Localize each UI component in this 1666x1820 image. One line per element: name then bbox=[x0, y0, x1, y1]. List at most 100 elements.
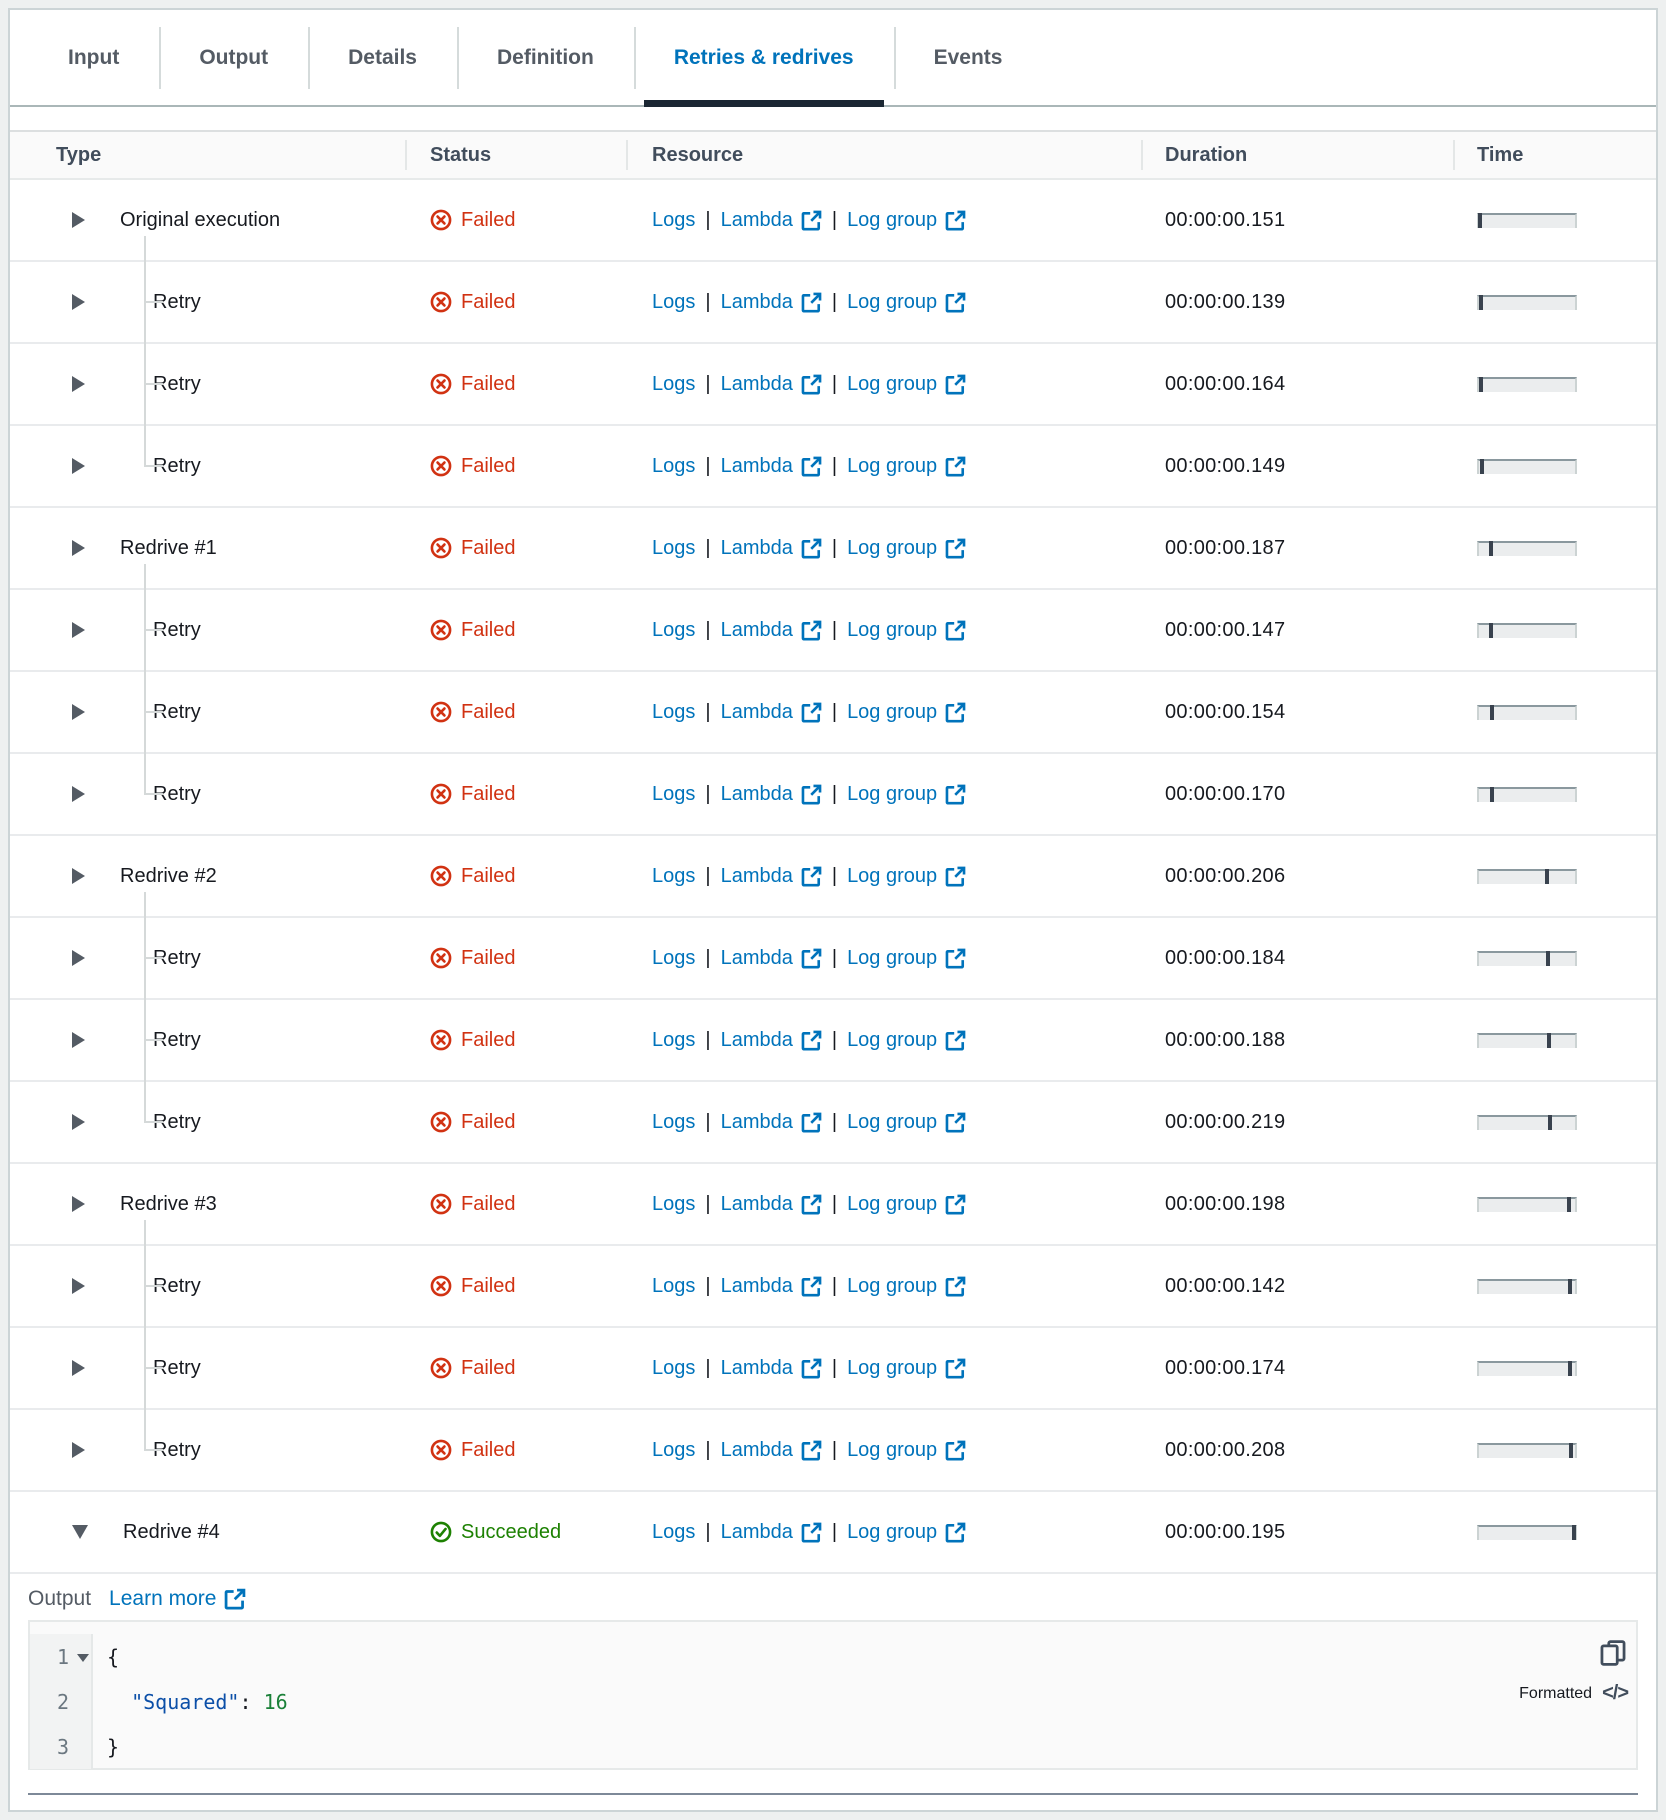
lambda-link[interactable]: Lambda bbox=[721, 291, 822, 314]
external-link-icon bbox=[801, 1358, 822, 1378]
expand-caret-icon[interactable] bbox=[72, 868, 85, 884]
link-separator: | bbox=[705, 1438, 711, 1461]
lambda-link[interactable]: Lambda bbox=[721, 701, 822, 724]
log-group-link[interactable]: Log group bbox=[847, 701, 966, 724]
output-section-header: Output Learn more bbox=[10, 1578, 1656, 1620]
learn-more-link[interactable]: Learn more bbox=[109, 1587, 246, 1611]
expand-caret-icon[interactable] bbox=[72, 1196, 85, 1212]
expand-caret-icon[interactable] bbox=[72, 458, 85, 474]
log-group-link[interactable]: Log group bbox=[847, 373, 966, 396]
timeline-marker bbox=[1480, 458, 1485, 474]
log-group-link[interactable]: Log group bbox=[847, 865, 966, 888]
expand-caret-icon[interactable] bbox=[72, 622, 85, 638]
tree-line-stub bbox=[144, 1449, 163, 1451]
lambda-link[interactable]: Lambda bbox=[721, 1111, 822, 1134]
expand-caret-icon[interactable] bbox=[72, 1278, 85, 1294]
table-row-redrive-2-9: Redrive #2 Failed Logs | Lambda | Log group 00:… bbox=[10, 836, 1656, 918]
logs-link[interactable]: Logs bbox=[652, 209, 695, 232]
lambda-link[interactable]: Lambda bbox=[721, 1357, 822, 1380]
expand-caret-icon[interactable] bbox=[72, 1032, 85, 1048]
tab-events[interactable]: Events bbox=[894, 10, 1043, 105]
row-type-label: Redrive #4 bbox=[123, 1520, 220, 1543]
expand-caret-icon[interactable] bbox=[72, 294, 85, 310]
logs-link[interactable]: Logs bbox=[652, 537, 695, 560]
expand-caret-icon[interactable] bbox=[72, 950, 85, 966]
tab-output[interactable]: Output bbox=[159, 10, 308, 105]
lambda-link[interactable]: Lambda bbox=[721, 373, 822, 396]
log-group-link[interactable]: Log group bbox=[847, 1111, 966, 1134]
logs-link[interactable]: Logs bbox=[652, 1029, 695, 1052]
log-group-link[interactable]: Log group bbox=[847, 455, 966, 478]
logs-link[interactable]: Logs bbox=[652, 1193, 695, 1216]
lambda-link[interactable]: Lambda bbox=[721, 209, 822, 232]
log-group-link[interactable]: Log group bbox=[847, 1439, 966, 1462]
logs-link[interactable]: Logs bbox=[652, 783, 695, 806]
tab-input[interactable]: Input bbox=[28, 10, 159, 105]
logs-link[interactable]: Logs bbox=[652, 373, 695, 396]
lambda-link[interactable]: Lambda bbox=[721, 1029, 822, 1052]
failed-status-icon bbox=[430, 1193, 452, 1215]
expand-caret-icon[interactable] bbox=[72, 1360, 85, 1376]
logs-link[interactable]: Logs bbox=[652, 701, 695, 724]
logs-link-label: Logs bbox=[652, 700, 696, 723]
logs-link[interactable]: Logs bbox=[652, 1357, 695, 1380]
lambda-link[interactable]: Lambda bbox=[721, 1193, 822, 1216]
logs-link[interactable]: Logs bbox=[652, 1275, 695, 1298]
logs-link[interactable]: Logs bbox=[652, 1439, 695, 1462]
log-group-link[interactable]: Log group bbox=[847, 1193, 966, 1216]
table-body: Original execution Failed Logs | Lambda | Log … bbox=[10, 180, 1656, 1574]
external-link-icon bbox=[801, 702, 822, 722]
expand-caret-icon[interactable] bbox=[72, 1442, 85, 1458]
tab-details[interactable]: Details bbox=[308, 10, 457, 105]
timeline-marker bbox=[1489, 622, 1494, 638]
log-group-link[interactable]: Log group bbox=[847, 209, 966, 232]
tab-retries-redrives[interactable]: Retries & redrives bbox=[634, 10, 894, 107]
log-group-link[interactable]: Log group bbox=[847, 1275, 966, 1298]
logs-link[interactable]: Logs bbox=[652, 455, 695, 478]
timeline-marker bbox=[1479, 376, 1484, 392]
logs-link[interactable]: Logs bbox=[652, 291, 695, 314]
expand-caret-icon[interactable] bbox=[72, 1114, 85, 1130]
logs-link[interactable]: Logs bbox=[652, 619, 695, 642]
lambda-link[interactable]: Lambda bbox=[721, 1521, 822, 1544]
collapse-caret-icon[interactable] bbox=[72, 1525, 88, 1539]
log-group-link[interactable]: Log group bbox=[847, 291, 966, 314]
lambda-link[interactable]: Lambda bbox=[721, 947, 822, 970]
log-group-link[interactable]: Log group bbox=[847, 1357, 966, 1380]
status-badge: Failed bbox=[461, 1028, 516, 1051]
lambda-link[interactable]: Lambda bbox=[721, 537, 822, 560]
logs-link[interactable]: Logs bbox=[652, 865, 695, 888]
row-type-label: Redrive #3 bbox=[120, 1192, 217, 1215]
lambda-link[interactable]: Lambda bbox=[721, 1275, 822, 1298]
expand-caret-icon[interactable] bbox=[72, 212, 85, 228]
log-group-link[interactable]: Log group bbox=[847, 619, 966, 642]
formatted-toggle[interactable]: Formatted </> bbox=[1519, 1682, 1629, 1705]
copy-output-button[interactable] bbox=[1598, 1638, 1628, 1668]
tab-definition[interactable]: Definition bbox=[457, 10, 634, 105]
expand-caret-icon[interactable] bbox=[72, 376, 85, 392]
lambda-link[interactable]: Lambda bbox=[721, 619, 822, 642]
logs-link-label: Logs bbox=[652, 782, 696, 805]
log-group-link[interactable]: Log group bbox=[847, 1521, 966, 1544]
code-line: 2 "Squared": 16 bbox=[30, 1679, 1636, 1724]
lambda-link[interactable]: Lambda bbox=[721, 455, 822, 478]
status-cell: Failed bbox=[405, 344, 626, 424]
log-group-link[interactable]: Log group bbox=[847, 1029, 966, 1052]
lambda-link[interactable]: Lambda bbox=[721, 865, 822, 888]
link-separator: | bbox=[705, 454, 711, 477]
expand-caret-icon[interactable] bbox=[72, 786, 85, 802]
expand-caret-icon[interactable] bbox=[72, 540, 85, 556]
logs-link[interactable]: Logs bbox=[652, 1111, 695, 1134]
editor-tools: Formatted </> bbox=[1519, 1638, 1629, 1705]
failed-status-icon bbox=[430, 537, 452, 559]
log-group-link[interactable]: Log group bbox=[847, 783, 966, 806]
lambda-link[interactable]: Lambda bbox=[721, 783, 822, 806]
expand-caret-icon[interactable] bbox=[72, 704, 85, 720]
lambda-link[interactable]: Lambda bbox=[721, 1439, 822, 1462]
logs-link[interactable]: Logs bbox=[652, 1521, 695, 1544]
logs-link[interactable]: Logs bbox=[652, 947, 695, 970]
log-group-link[interactable]: Log group bbox=[847, 947, 966, 970]
log-group-link[interactable]: Log group bbox=[847, 537, 966, 560]
link-separator: | bbox=[705, 1356, 711, 1379]
fold-caret-icon[interactable] bbox=[77, 1653, 89, 1668]
